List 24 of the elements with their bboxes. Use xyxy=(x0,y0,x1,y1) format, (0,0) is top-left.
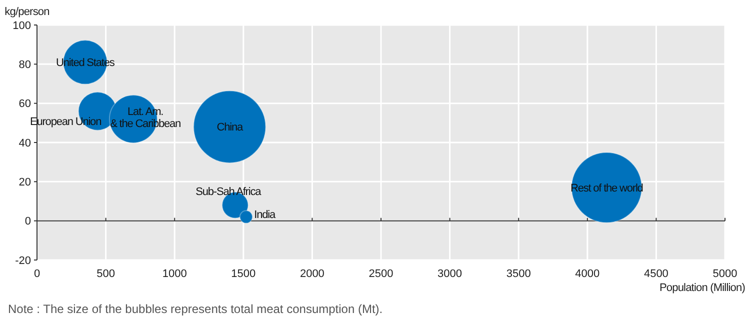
x-tick-label: 4000 xyxy=(575,268,600,280)
x-tick-label: 1500 xyxy=(231,268,256,280)
y-tick-label: 60 xyxy=(18,98,31,110)
y-tick-label: 20 xyxy=(18,176,31,189)
x-tick-label: 1000 xyxy=(162,268,187,280)
x-tick-label: 2000 xyxy=(300,268,324,280)
y-tick-label: 0 xyxy=(24,216,31,228)
y-tick-label: 80 xyxy=(18,59,31,72)
y-axis-title: kg/person xyxy=(4,6,50,18)
x-tick-label: 500 xyxy=(96,268,115,280)
y-tick-label: 100 xyxy=(12,20,31,32)
x-tick-label: 3000 xyxy=(438,268,462,280)
y-tick-label: 40 xyxy=(18,137,31,150)
x-tick-label: 4500 xyxy=(644,268,668,280)
series-label: Sub-Sah Africa xyxy=(196,186,262,198)
y-tick-label: -20 xyxy=(15,254,31,267)
text: Note : The size of the bubbles represents total meat consumption (Mt). xyxy=(8,302,383,316)
x-tick-label: 2500 xyxy=(368,268,394,280)
series-label: India xyxy=(254,208,276,221)
x-axis-title: Population (Million) xyxy=(659,282,745,294)
x-tick-label: 3500 xyxy=(506,268,531,280)
x-tick-label: 0 xyxy=(34,268,40,280)
series-label: China xyxy=(216,122,244,134)
x-tick-label: 5000 xyxy=(712,268,738,280)
